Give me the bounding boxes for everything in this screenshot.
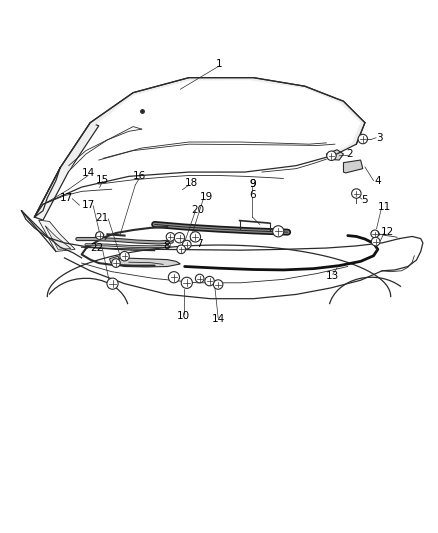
Circle shape	[190, 232, 201, 242]
Polygon shape	[45, 225, 71, 249]
Circle shape	[112, 259, 120, 268]
Circle shape	[107, 278, 118, 289]
Polygon shape	[371, 231, 380, 237]
Circle shape	[174, 232, 185, 243]
Circle shape	[352, 189, 361, 198]
Text: 5: 5	[362, 195, 368, 205]
Text: 22: 22	[90, 243, 103, 253]
Polygon shape	[326, 150, 343, 160]
Text: 11: 11	[378, 202, 391, 212]
Text: 14: 14	[212, 314, 225, 324]
Text: 6: 6	[249, 190, 256, 200]
Polygon shape	[110, 256, 120, 263]
Polygon shape	[343, 160, 363, 173]
Text: 12: 12	[381, 227, 394, 237]
Circle shape	[120, 252, 129, 261]
Polygon shape	[35, 123, 99, 220]
Text: 21: 21	[95, 213, 109, 223]
Text: 18: 18	[184, 178, 198, 188]
Polygon shape	[116, 258, 180, 267]
Text: 3: 3	[377, 133, 383, 143]
Circle shape	[96, 232, 103, 239]
Circle shape	[371, 237, 380, 246]
Text: 9: 9	[249, 179, 256, 189]
Text: 4: 4	[374, 176, 381, 185]
Text: 17: 17	[60, 193, 73, 203]
Circle shape	[168, 272, 180, 283]
Text: 14: 14	[81, 168, 95, 178]
Text: 20: 20	[191, 205, 204, 215]
Text: 2: 2	[346, 149, 353, 159]
Circle shape	[327, 151, 336, 160]
Circle shape	[183, 240, 191, 249]
Circle shape	[205, 277, 214, 286]
Circle shape	[371, 230, 379, 238]
Polygon shape	[39, 220, 75, 252]
Circle shape	[195, 274, 204, 283]
Circle shape	[177, 245, 186, 254]
Circle shape	[358, 134, 367, 144]
Circle shape	[166, 232, 175, 241]
Text: 19: 19	[199, 192, 213, 202]
Text: 8: 8	[163, 241, 170, 251]
Text: 13: 13	[326, 271, 339, 281]
Circle shape	[272, 225, 284, 237]
Text: 1: 1	[215, 59, 223, 69]
Text: 7: 7	[196, 239, 203, 249]
Text: 16: 16	[133, 172, 146, 181]
Text: 10: 10	[177, 311, 191, 321]
Text: 15: 15	[95, 175, 109, 185]
Text: 9: 9	[249, 179, 256, 189]
Polygon shape	[60, 78, 365, 171]
Circle shape	[213, 280, 223, 289]
Text: 17: 17	[81, 200, 95, 210]
Circle shape	[181, 277, 192, 288]
Polygon shape	[95, 232, 104, 239]
